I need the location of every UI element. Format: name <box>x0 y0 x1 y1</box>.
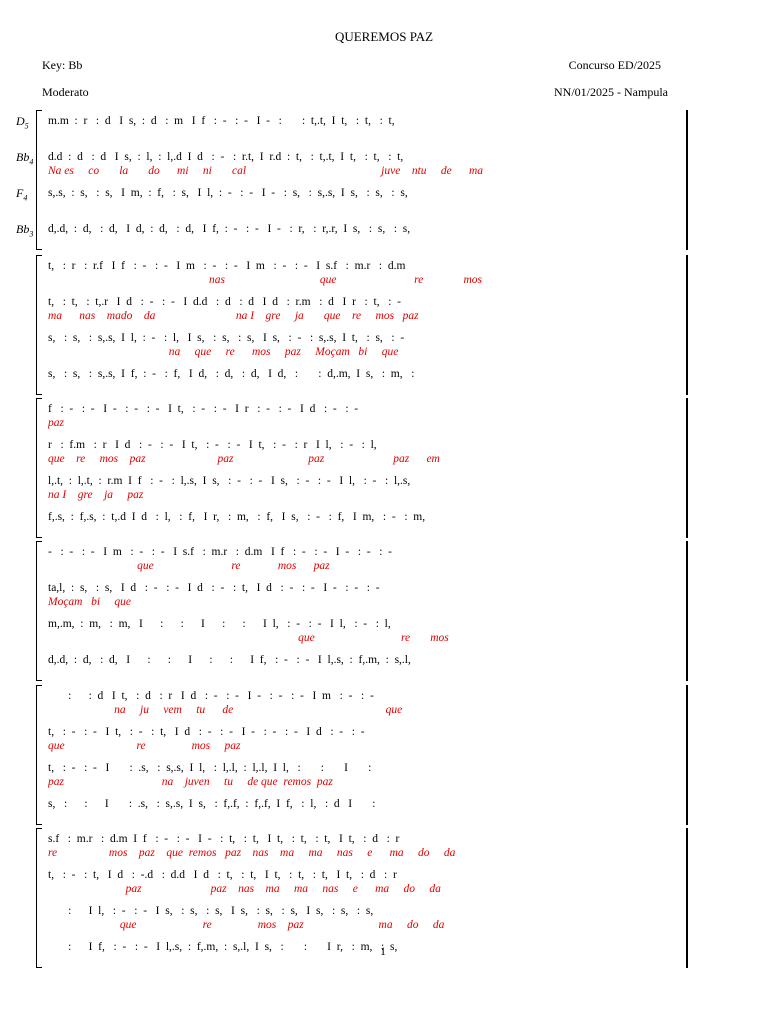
lyrics: Na es co la do mi ni cal juve ntu de ma <box>48 165 484 177</box>
notes: ta,l, : s, : s, I d : - : - I d : - : t,… <box>48 582 380 594</box>
tempo: Moderato <box>42 85 89 99</box>
notes: t, : - : - I t, : - : t, I d : - : - I -… <box>48 726 365 738</box>
notes: m,.m, : m, : m, I : : I : : I l, : - : -… <box>48 618 391 630</box>
notes: f,.s, : f,.s, : t,.d I d : l, : f, I r, … <box>48 511 426 523</box>
notes: m.m : r : d I s, : d : m I f : - : - I -… <box>48 115 395 127</box>
part-octave: 3 <box>29 229 34 239</box>
part-note: Bb <box>16 150 30 164</box>
part-label: Bb4 <box>16 150 33 166</box>
end-bar <box>686 685 688 825</box>
notes: : I l, : - : - I s, : s, : s, I s, : s, … <box>48 905 374 917</box>
reference: NN/01/2025 - Nampula <box>554 85 668 99</box>
lyrics: que re mos paz <box>48 740 241 752</box>
bracket <box>36 398 42 538</box>
page-number: 1 <box>380 944 386 958</box>
lyrics: paz na juven tu de que remos paz <box>48 776 333 788</box>
system: s.f : m.r : d.m I f : - : - I - : t, : t… <box>36 828 688 968</box>
system: : : d I t, : d : r I d : - : - I - : - :… <box>36 685 688 825</box>
part-note: F <box>16 186 24 200</box>
notes: - : - : - I m : - : - I s.f : m.r : d.m … <box>48 546 392 558</box>
lyrics: ma nas mado da na I gre ja que re mos pa… <box>48 310 419 322</box>
notes: d,.d, : d, : d, I : : I : : I f, : - : -… <box>48 654 411 666</box>
lyrics: na I gre ja paz <box>48 489 144 501</box>
system: f : - : - I - : - : - I t, : - : - I r :… <box>36 398 688 538</box>
notes: s, : s, : s,.s, I l, : - : l, I s, : s, … <box>48 332 405 344</box>
notes: s, : : I : .s, : s,.s, I s, : f,.f, : f,… <box>48 798 376 810</box>
part-octave: 5 <box>24 121 29 131</box>
lyrics: paz paz nas ma ma nas e ma do da <box>48 883 441 895</box>
notes: : : d I t, : d : r I d : - : - I - : - :… <box>48 690 374 702</box>
end-bar <box>686 828 688 968</box>
notes: : I f, : - : - I l,.s, : f,.m, : s,.l, I… <box>48 941 398 953</box>
lyrics: que re mos paz paz paz paz em <box>48 453 440 465</box>
notes: t, : - : - I : .s, : s,.s, I l, : l,.l, … <box>48 762 372 774</box>
notes: s, : s, : s,.s, I f, : - : f, I d, : d, … <box>48 368 415 380</box>
lyrics: que re mos paz ma do da <box>48 919 445 931</box>
part-octave: 4 <box>23 193 28 203</box>
end-bar <box>686 541 688 681</box>
part-note: Bb <box>16 222 30 236</box>
notes: f : - : - I - : - : - I t, : - : - I r :… <box>48 403 359 415</box>
part-label: Bb3 <box>16 222 33 238</box>
lyrics: nas que re mos <box>48 274 483 286</box>
bracket <box>36 110 42 250</box>
notes: s,.s, : s, : s, I m, : f, : s, I l, : - … <box>48 187 408 199</box>
part-label: D5 <box>16 114 29 130</box>
lyrics: na ju vem tu de que <box>48 704 403 716</box>
notes: s.f : m.r : d.m I f : - : - I - : t, : t… <box>48 833 400 845</box>
lyrics: que re mos paz <box>48 560 330 572</box>
bracket <box>36 255 42 395</box>
end-bar <box>686 110 688 250</box>
lyrics: paz <box>48 417 64 429</box>
end-bar <box>686 255 688 395</box>
system: m.m : r : d I s, : d : m I f : - : - I -… <box>16 110 688 250</box>
notes: d,.d, : d, : d, I d, : d, : d, I f, : - … <box>48 223 411 235</box>
notes: d.d : d : d I s, : l, : l,.d I d : - : r… <box>48 151 404 163</box>
notes: l,.t, : l,.t, : r.m I f : - : l,.s, I s,… <box>48 475 411 487</box>
key: Key: Bb <box>42 58 83 72</box>
part-label: F4 <box>16 186 27 202</box>
part-octave: 4 <box>29 157 34 167</box>
lyrics: na que re mos paz Moçam bi que <box>48 346 399 358</box>
part-note: D <box>16 114 25 128</box>
bracket <box>36 541 42 681</box>
end-bar <box>686 398 688 538</box>
lyrics: Moçam bi que <box>48 596 132 608</box>
bracket <box>36 828 42 968</box>
notes: t, : - : t, I d : -.d : d.d I d : t, : t… <box>48 869 397 881</box>
lyrics: re mos paz que remos paz nas ma ma nas e… <box>48 847 456 859</box>
system: - : - : - I m : - : - I s.f : m.r : d.m … <box>36 541 688 681</box>
title: QUEREMOS PAZ <box>334 29 434 44</box>
notes: t, : r : r.f I f : - : - I m : - : - I m… <box>48 260 406 272</box>
notes: r : f.m : r I d : - : - I t, : - : - I t… <box>48 439 377 451</box>
notes: t, : t, : t,.r I d : - : - I d.d : d : d… <box>48 296 401 308</box>
bracket <box>36 685 42 825</box>
system: t, : r : r.f I f : - : - I m : - : - I m… <box>36 255 688 395</box>
lyrics: que re mos <box>48 632 449 644</box>
contest: Concurso ED/2025 <box>568 58 661 72</box>
